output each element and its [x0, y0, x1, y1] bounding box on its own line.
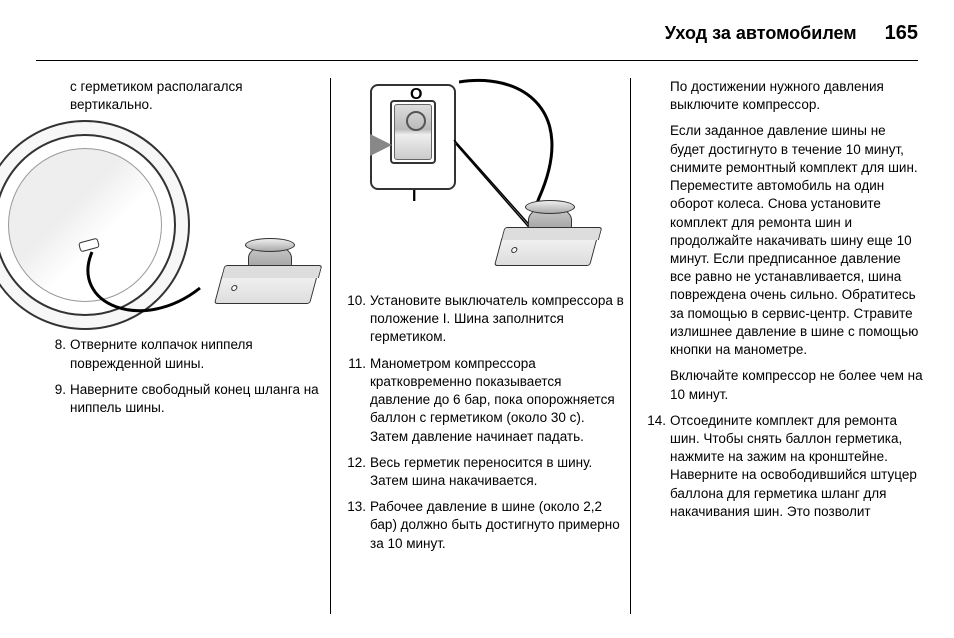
- list-item: 13. Рабочее давление в шине (около 2,2 б…: [344, 498, 624, 553]
- list-number: 10.: [344, 292, 370, 347]
- list-item: 14. Отсоедините комплект для ремонта шин…: [644, 412, 924, 521]
- list-text: Наверните свободный конец шланга на нипп…: [70, 381, 324, 417]
- carryover-text: с герметиком располагался вертикально.: [70, 78, 324, 114]
- compressor-icon: [498, 236, 594, 266]
- paragraph: Если заданное давление шины не будет дос…: [670, 122, 924, 359]
- list-item: 8. Отверните колпачок ниппеля поврежденн…: [44, 336, 324, 372]
- list-number: 11.: [344, 355, 370, 446]
- list-number: 14.: [644, 412, 670, 521]
- list-item: 9. Наверните свободный конец шланга на н…: [44, 381, 324, 417]
- list-text: Манометром компрессора кратковременно по…: [370, 355, 624, 446]
- paragraph: По достижении нужного давления выключите…: [670, 78, 924, 114]
- list-text: Установите выключатель компрессора в пол…: [370, 292, 624, 347]
- list-text: Отсоедините комплект для ремонта шин. Чт…: [670, 412, 924, 521]
- column-2: O I 10. Установите выключатель компрессо…: [344, 78, 624, 618]
- list-text: Отверните колпачок ниппеля поврежденной …: [70, 336, 324, 372]
- header-title: Уход за автомобилем: [665, 21, 857, 45]
- list-item: 10. Установите выключатель компрессора в…: [344, 292, 624, 347]
- column-1: с герметиком располагался вертикально. 8…: [44, 78, 324, 618]
- list-text: Рабочее давление в шине (около 2,2 бар) …: [370, 498, 624, 553]
- list-number: 13.: [344, 498, 370, 553]
- list-number: 12.: [344, 454, 370, 490]
- list-item: 12. Весь герметик переносится в шину. За…: [344, 454, 624, 490]
- column-separator-2: [630, 78, 631, 614]
- list-number: 9.: [44, 381, 70, 417]
- column-3: По достижении нужного давления выключите…: [644, 78, 924, 618]
- list-number: 8.: [44, 336, 70, 372]
- list-item: 11. Манометром компрессора кратковременн…: [344, 355, 624, 446]
- paragraph: Включайте компрессор не более чем на 10 …: [670, 367, 924, 403]
- page-number: 165: [885, 20, 918, 47]
- illustration-switch-compressor: O I: [344, 78, 624, 278]
- header-rule: [36, 60, 918, 61]
- list-text: Весь герметик переносится в шину. Затем …: [370, 454, 624, 490]
- illustration-wheel-compressor: [44, 122, 324, 322]
- compressor-icon: [218, 274, 314, 304]
- column-separator-1: [330, 78, 331, 614]
- page-header: Уход за автомобилем 165: [665, 20, 918, 47]
- hose-icon: [82, 234, 222, 324]
